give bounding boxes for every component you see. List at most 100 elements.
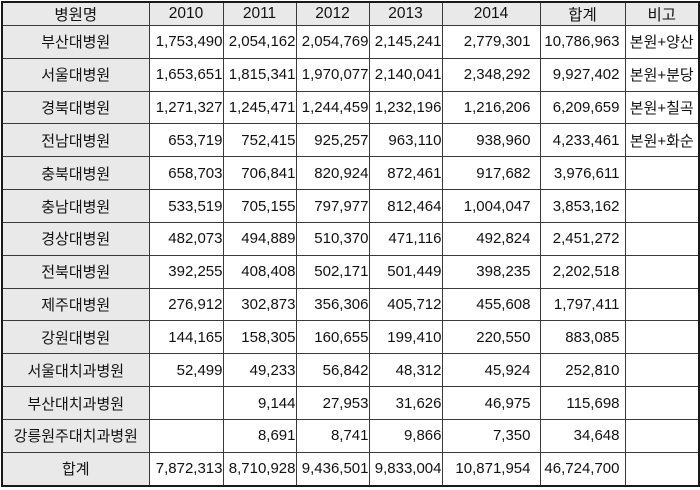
table-row: 전남대병원 653,719 752,415 925,257 963,110 938,960…: [1, 123, 700, 158]
table-row: 경상대병원 482,073 494,889 510,370 471,116 492,824…: [1, 221, 700, 256]
value-cell: 812,464: [368, 189, 443, 223]
note-cell: [624, 287, 700, 322]
note-cell: [624, 320, 700, 355]
value-cell: 220,550: [441, 320, 541, 355]
note-cell: [624, 189, 700, 223]
hospital-name-cell: 서울대병원: [1, 57, 150, 92]
value-cell: 9,866: [368, 418, 443, 453]
header-row: 병원명 2010 2011 2012 2013 2014 합계 비고: [1, 1, 700, 26]
sum-cell: 252,810: [539, 353, 626, 388]
column-header-note: 비고: [624, 1, 700, 26]
value-cell: [148, 386, 224, 420]
column-header-2010: 2010: [148, 1, 224, 26]
value-cell: 158,305: [222, 320, 297, 355]
value-cell: 1,815,341: [222, 57, 297, 92]
table-row: 제주대병원 276,912 302,873 356,306 405,712 455,608…: [1, 287, 700, 322]
value-cell: 408,408: [222, 254, 297, 289]
hospital-name-cell: 부산대치과병원: [1, 386, 150, 420]
value-cell: 1,970,077: [295, 57, 370, 92]
table-row: 부산대치과병원 9,144 27,953 31,626 46,975 115,698: [1, 386, 700, 420]
value-cell: 405,712: [368, 287, 443, 322]
table-row: 부산대병원 1,753,490 2,054,162 2,054,769 2,145,24…: [1, 25, 700, 59]
sum-cell: 9,927,402: [539, 57, 626, 92]
note-cell: [624, 451, 700, 487]
column-header-2014: 2014: [441, 1, 541, 26]
value-cell: 705,155: [222, 189, 297, 223]
value-cell: 1,004,047: [441, 189, 541, 223]
value-cell: 917,682: [441, 156, 541, 191]
value-cell: 392,255: [148, 254, 224, 289]
sum-cell: 2,451,272: [539, 221, 626, 256]
note-cell: [624, 353, 700, 388]
value-cell: 938,960: [441, 123, 541, 158]
value-cell: 797,977: [295, 189, 370, 223]
table-row: 충북대병원 658,703 706,841 820,924 872,461 917,682…: [1, 156, 700, 191]
hospital-name-cell: 충남대병원: [1, 189, 150, 223]
value-cell: 706,841: [222, 156, 297, 191]
hospital-name-cell: 부산대병원: [1, 25, 150, 59]
value-cell: 276,912: [148, 287, 224, 322]
sum-cell: 34,648: [539, 418, 626, 453]
value-cell: 1,753,490: [148, 25, 224, 59]
value-cell: 8,741: [295, 418, 370, 453]
value-cell: 2,145,241: [368, 25, 443, 59]
value-cell: 872,461: [368, 156, 443, 191]
table-row: 전북대병원 392,255 408,408 502,171 501,449 398,235…: [1, 254, 700, 289]
value-cell: [148, 418, 224, 453]
value-cell: 9,144: [222, 386, 297, 420]
value-cell: 1,244,459: [295, 90, 370, 125]
hospital-name-cell: 강릉원주대치과병원: [1, 418, 150, 453]
value-cell: 10,871,954: [441, 451, 541, 487]
value-cell: 52,499: [148, 353, 224, 388]
value-cell: 492,824: [441, 221, 541, 256]
value-cell: 502,171: [295, 254, 370, 289]
table-row: 서울대병원 1,653,651 1,815,341 1,970,077 2,140,04…: [1, 57, 700, 92]
total-row: 합계 7,872,313 8,710,928 9,436,501 9,833,004 10…: [1, 451, 700, 487]
value-cell: 2,054,769: [295, 25, 370, 59]
value-cell: 658,703: [148, 156, 224, 191]
note-cell: [624, 386, 700, 420]
hospital-name-cell: 서울대치과병원: [1, 353, 150, 388]
value-cell: 1,245,471: [222, 90, 297, 125]
value-cell: 1,232,196: [368, 90, 443, 125]
value-cell: 9,436,501: [295, 451, 370, 487]
sum-cell: 115,698: [539, 386, 626, 420]
value-cell: 963,110: [368, 123, 443, 158]
table-row: 서울대치과병원 52,499 49,233 56,842 48,312 45,924 252…: [1, 353, 700, 388]
value-cell: 653,719: [148, 123, 224, 158]
value-cell: 455,608: [441, 287, 541, 322]
note-cell: [624, 254, 700, 289]
note-cell: 본원+양산: [624, 25, 700, 59]
hospital-name-cell: 충북대병원: [1, 156, 150, 191]
sum-cell: 6,209,659: [539, 90, 626, 125]
hospital-name-cell: 경상대병원: [1, 221, 150, 256]
sum-cell: 2,202,518: [539, 254, 626, 289]
note-cell: 본원+칠곡: [624, 90, 700, 125]
table-body: 부산대병원 1,753,490 2,054,162 2,054,769 2,145,24…: [1, 25, 700, 487]
hospital-name-cell: 경북대병원: [1, 90, 150, 125]
value-cell: 925,257: [295, 123, 370, 158]
table-row: 경북대병원 1,271,327 1,245,471 1,244,459 1,232,19…: [1, 90, 700, 125]
column-header-hospital-name: 병원명: [1, 1, 150, 26]
value-cell: 7,350: [441, 418, 541, 453]
hospital-name-cell: 전남대병원: [1, 123, 150, 158]
sum-cell: 4,233,461: [539, 123, 626, 158]
value-cell: 2,348,292: [441, 57, 541, 92]
note-cell: [624, 418, 700, 453]
sum-cell: 3,976,611: [539, 156, 626, 191]
value-cell: 1,653,651: [148, 57, 224, 92]
value-cell: 356,306: [295, 287, 370, 322]
table-row: 강릉원주대치과병원 8,691 8,741 9,866 7,350 34,648: [1, 418, 700, 453]
value-cell: 482,073: [148, 221, 224, 256]
value-cell: 471,116: [368, 221, 443, 256]
value-cell: 820,924: [295, 156, 370, 191]
value-cell: 2,140,041: [368, 57, 443, 92]
value-cell: 8,710,928: [222, 451, 297, 487]
sum-cell: 10,786,963: [539, 25, 626, 59]
column-header-total: 합계: [539, 1, 626, 26]
sum-cell: 46,724,700: [539, 451, 626, 487]
sum-cell: 3,853,162: [539, 189, 626, 223]
note-cell: [624, 156, 700, 191]
value-cell: 160,655: [295, 320, 370, 355]
